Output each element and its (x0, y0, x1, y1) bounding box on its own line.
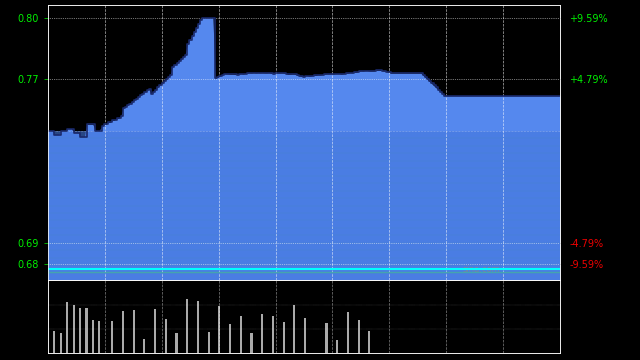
Bar (186, 298, 188, 353)
Bar (60, 333, 62, 353)
Bar (53, 331, 56, 353)
Bar (207, 332, 210, 353)
Bar (164, 319, 167, 353)
Bar (143, 339, 145, 353)
Bar (72, 305, 75, 353)
Bar (358, 320, 360, 353)
Bar (272, 316, 274, 353)
Bar (175, 333, 178, 353)
Bar (250, 333, 253, 353)
Bar (261, 314, 263, 353)
Bar (218, 306, 220, 353)
Bar (304, 318, 306, 353)
Bar (79, 307, 81, 353)
Bar (325, 323, 328, 353)
Bar (347, 312, 349, 353)
Bar (66, 302, 68, 353)
Bar (154, 309, 156, 353)
Bar (197, 301, 199, 353)
Bar (293, 305, 296, 353)
Text: sina.com: sina.com (463, 265, 500, 274)
Bar (368, 332, 371, 353)
Bar (336, 340, 339, 353)
Bar (229, 324, 231, 353)
Bar (111, 321, 113, 353)
Bar (122, 311, 124, 353)
Bar (86, 307, 88, 353)
Bar (92, 320, 94, 353)
Bar (99, 321, 100, 353)
Bar (132, 310, 135, 353)
Bar (283, 322, 285, 353)
Bar (240, 316, 242, 353)
